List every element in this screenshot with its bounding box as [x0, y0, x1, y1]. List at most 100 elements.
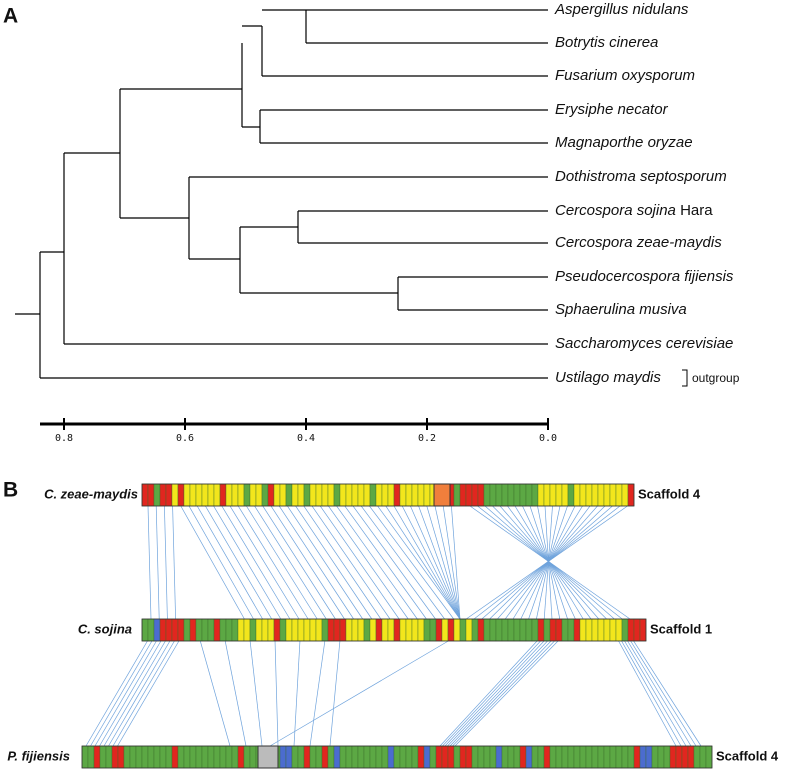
taxon-label: Sphaerulina musiva [555, 301, 687, 318]
gene-block [285, 483, 293, 507]
gene-block [561, 483, 569, 507]
gene-block [585, 745, 593, 769]
outgroup-bracket [682, 369, 688, 387]
gene-block [309, 618, 317, 642]
gene-block [519, 483, 527, 507]
gene-block [579, 618, 587, 642]
gene-block [639, 618, 647, 642]
synteny-link [329, 639, 341, 747]
gene-block [159, 483, 167, 507]
gene-block [309, 745, 317, 769]
gene-block [507, 618, 515, 642]
gene-block [531, 483, 539, 507]
synteny-link [319, 505, 400, 620]
synteny-link [449, 639, 553, 747]
gene-block [465, 745, 473, 769]
gene-block [423, 745, 431, 769]
gene-block [609, 618, 617, 642]
gene-block [417, 745, 425, 769]
taxon-label: Saccharomyces cerevisiae [555, 335, 733, 352]
taxon-name: Cercospora zeae-maydis [555, 234, 722, 251]
gene-block [591, 618, 599, 642]
gene-block [573, 745, 581, 769]
gene-block [603, 618, 611, 642]
gene-block [147, 745, 155, 769]
synteny-link [278, 505, 354, 620]
gene-block [669, 745, 677, 769]
taxon-label: Botrytis cinerea [555, 34, 658, 51]
synteny-link [434, 505, 461, 620]
gene-block [195, 745, 203, 769]
gene-block [519, 745, 527, 769]
taxon-name: Magnaporthe oryzae [555, 134, 693, 151]
gene-block [489, 618, 497, 642]
gene-block [249, 483, 257, 507]
synteny-link [620, 639, 682, 747]
gene-block [627, 745, 635, 769]
gene-block [207, 745, 215, 769]
synteny-link [401, 505, 461, 620]
synteny-link [447, 639, 549, 747]
gene-block [369, 618, 377, 642]
synteny-link [426, 505, 461, 620]
synteny-link [249, 639, 263, 747]
gene-block [117, 745, 125, 769]
taxon-name: Ustilago maydis [555, 369, 661, 386]
gene-block [381, 745, 389, 769]
gene-block [177, 745, 185, 769]
gene-block [393, 618, 401, 642]
gene-block [513, 745, 521, 769]
synteny-link [237, 505, 309, 620]
synteny-link [147, 505, 152, 620]
gene-block [351, 618, 359, 642]
gene-block [675, 745, 683, 769]
gene-block [579, 483, 587, 507]
gene-block [105, 745, 113, 769]
gene-block [345, 483, 353, 507]
synteny-link [442, 639, 542, 747]
gene-block [219, 618, 227, 642]
taxon-name: Saccharomyces cerevisiae [555, 335, 733, 352]
gene-block [333, 483, 341, 507]
gene-block [129, 745, 137, 769]
gene-block [81, 745, 89, 769]
gene-block [615, 618, 623, 642]
gene-block [141, 483, 149, 507]
gene-block [99, 745, 107, 769]
gene-block [249, 745, 257, 769]
gene-block [537, 483, 545, 507]
species-label: P. fijiensis [7, 748, 70, 763]
outgroup-label: outgroup [692, 371, 740, 385]
gene-block [435, 618, 443, 642]
gene-block [465, 618, 473, 642]
taxon-name: Sphaerulina musiva [555, 301, 687, 318]
gene-block [339, 745, 347, 769]
synteny-link [328, 505, 409, 620]
gene-block [417, 483, 425, 507]
gene-block [399, 483, 407, 507]
gene-block [621, 483, 629, 507]
gene-block [633, 745, 641, 769]
gene-block [159, 745, 167, 769]
gene-block [441, 745, 449, 769]
synteny-link [623, 639, 687, 747]
gene-block [303, 745, 311, 769]
taxon-label: Erysiphe necator [555, 101, 669, 118]
gene-block [297, 483, 305, 507]
gene-block [567, 618, 575, 642]
scale-tick-label: 0.8 [55, 433, 73, 444]
gene-block [141, 618, 149, 642]
gene-block [201, 745, 209, 769]
gene-block [375, 745, 383, 769]
gene-block [147, 618, 155, 642]
special-block [257, 745, 279, 769]
gene-block [189, 618, 197, 642]
gene-block [663, 745, 671, 769]
gene-block [183, 745, 191, 769]
gene-block [447, 745, 455, 769]
gene-block [321, 618, 329, 642]
gene-block [231, 483, 239, 507]
gene-block [555, 483, 563, 507]
gene-block [339, 618, 347, 642]
gene-block [603, 745, 611, 769]
